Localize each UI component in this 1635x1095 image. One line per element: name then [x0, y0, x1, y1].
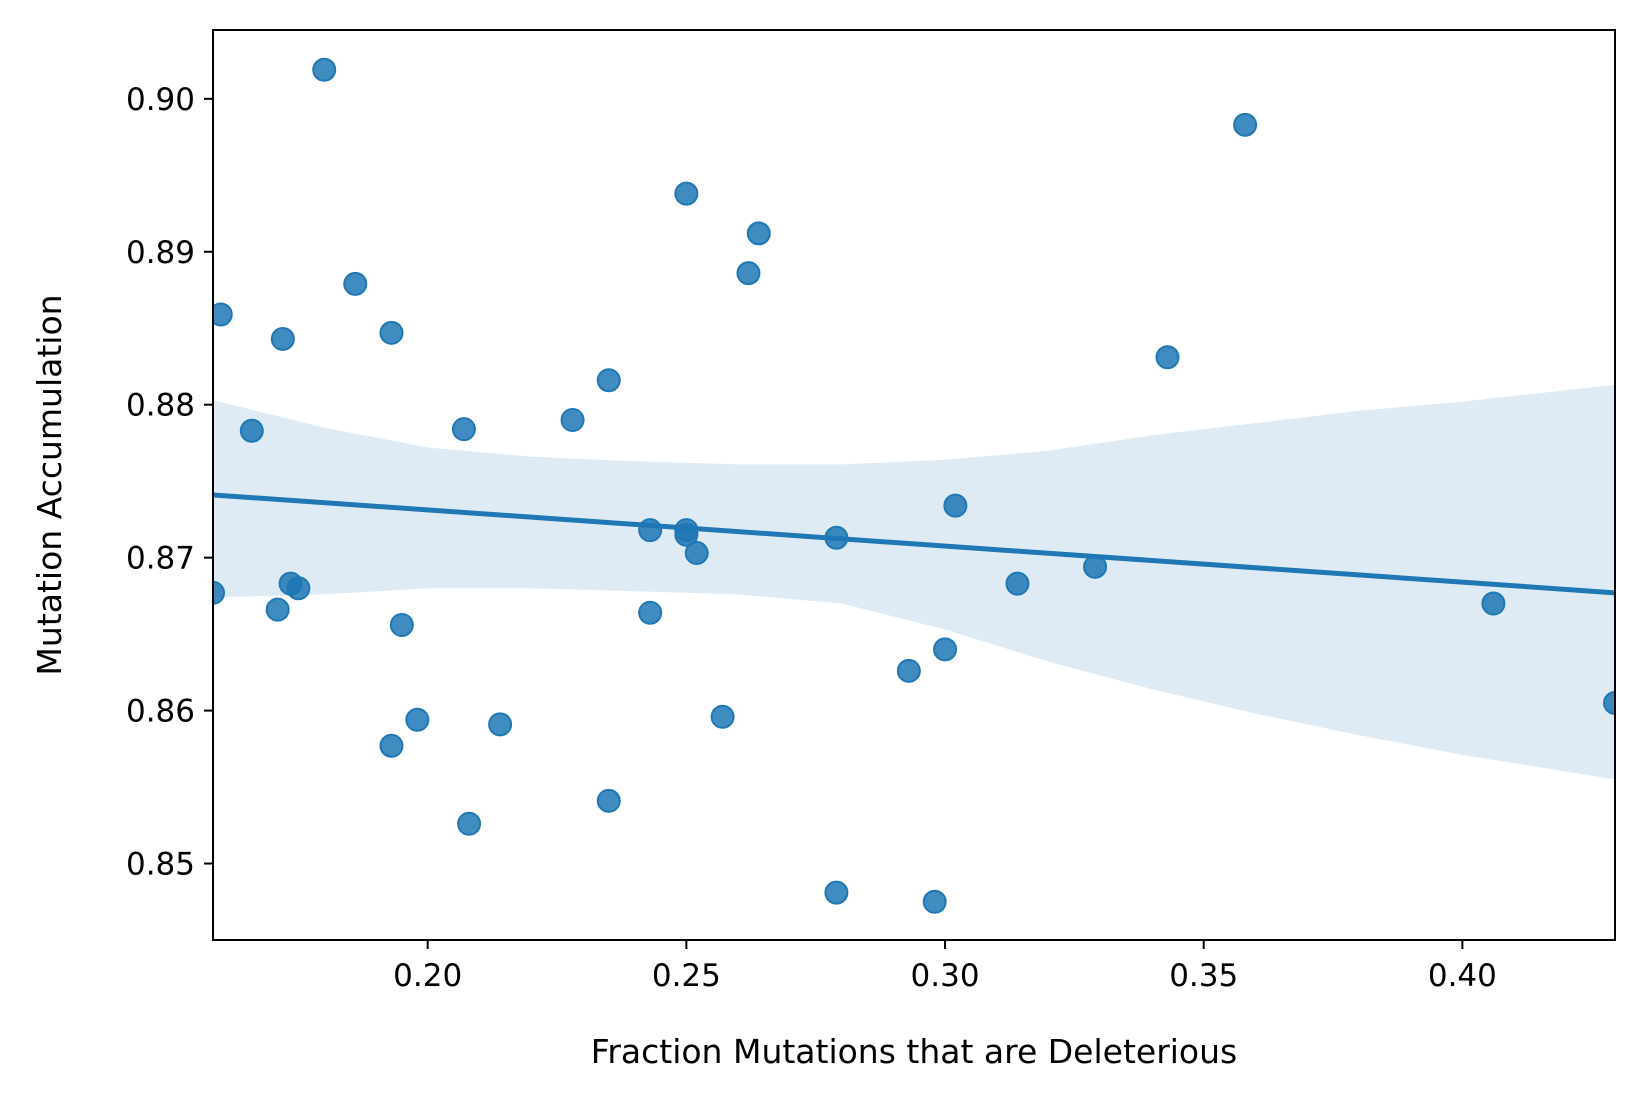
scatter-point: [710, 704, 735, 729]
scatter-points-layer: [213, 57, 1615, 914]
x-axis-ticks: 0.20 0.25 0.30 0.35 0.40: [393, 940, 1497, 994]
scatter-point: [1481, 591, 1506, 616]
x-tick-label: 0.25: [652, 958, 721, 994]
scatter-point: [379, 320, 404, 345]
scatter-point: [943, 493, 968, 518]
confidence-band: [213, 384, 1615, 780]
scatter-point: [239, 418, 264, 443]
y-tick-label: 0.85: [126, 847, 195, 883]
scatter-point: [213, 302, 233, 327]
scatter-point: [312, 57, 337, 82]
x-tick-label: 0.40: [1428, 958, 1497, 994]
scatter-point: [1603, 690, 1615, 715]
y-axis-ticks: 0.85 0.86 0.87 0.88 0.89 0.90: [126, 82, 213, 883]
regression-line: [213, 492, 1615, 596]
scatter-point: [379, 733, 404, 758]
scatter-point: [746, 221, 771, 246]
scatter-point: [596, 368, 621, 393]
scatter-point: [596, 788, 621, 813]
scatter-point: [343, 271, 368, 296]
scatter-point: [896, 658, 921, 683]
scatter-point: [457, 811, 482, 836]
scatter-point: [1083, 554, 1108, 579]
scatter-point: [824, 525, 849, 550]
scatter-point: [684, 541, 709, 566]
scatter-point: [824, 880, 849, 905]
scatter-point: [933, 637, 958, 662]
y-tick-label: 0.86: [126, 694, 195, 730]
scatter-point: [638, 518, 663, 543]
y-tick-label: 0.88: [126, 388, 195, 424]
scatter-point: [213, 580, 225, 605]
scatter-point: [560, 408, 585, 432]
scatter-point: [389, 612, 414, 637]
scatter-point: [638, 600, 663, 625]
scatter-point: [265, 597, 290, 622]
scatter-point: [674, 522, 699, 547]
scatter-point: [922, 889, 947, 914]
confidence-band-layer: [213, 384, 1615, 780]
y-tick-label: 0.87: [126, 541, 195, 577]
scatter-point: [1005, 571, 1030, 596]
scatter-point: [286, 576, 311, 601]
regression-line-layer: [213, 492, 1615, 596]
x-tick-label: 0.30: [911, 958, 980, 994]
x-axis-label: Fraction Mutations that are Deleterious: [591, 1032, 1237, 1071]
x-tick-label: 0.35: [1169, 958, 1238, 994]
scatter-point: [405, 707, 430, 732]
y-axis-label: Mutation Accumulation: [30, 294, 69, 675]
scatter-point: [488, 712, 513, 737]
x-tick-label: 0.20: [393, 958, 462, 994]
y-tick-label: 0.89: [126, 235, 195, 271]
y-tick-label: 0.90: [126, 82, 195, 118]
plot-frame: [212, 29, 1616, 941]
scatter-point: [674, 181, 699, 206]
scatter-point: [1155, 345, 1180, 370]
scatter-point: [451, 417, 476, 442]
scatter-point: [270, 326, 295, 351]
scatter-point: [736, 261, 761, 286]
scatter-point: [1233, 112, 1258, 137]
